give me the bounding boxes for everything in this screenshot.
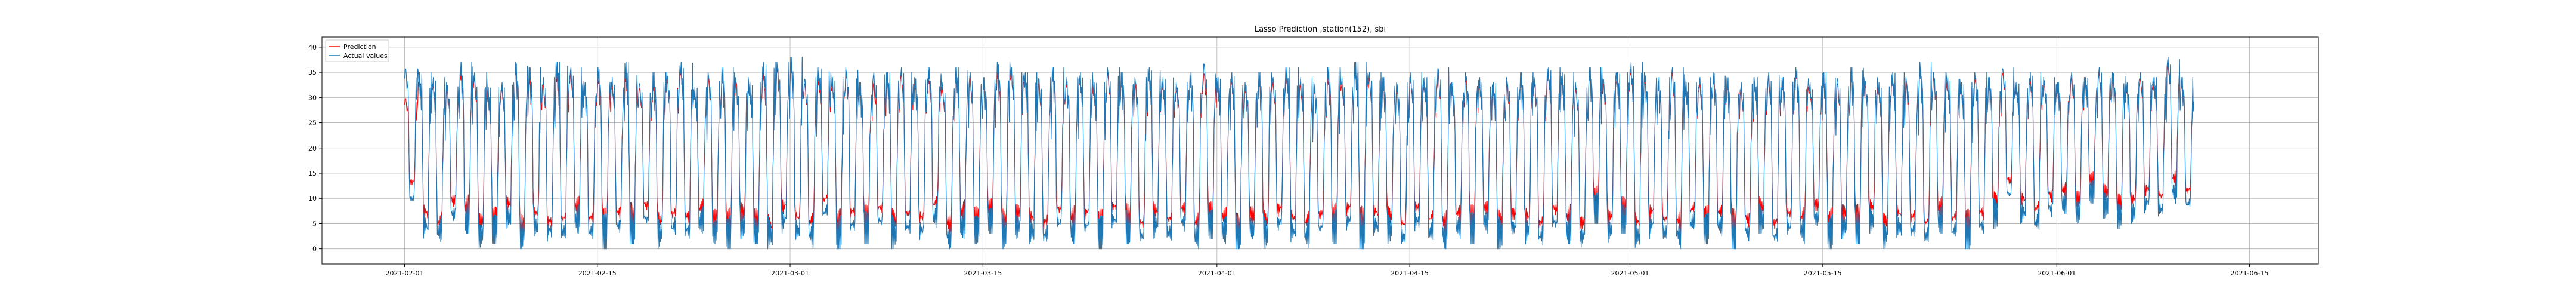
- y-tick-label: 20: [308, 145, 317, 152]
- legend-label: Prediction: [343, 43, 376, 51]
- x-axis-ticks: 2021-02-01 2021-02-15 2021-03-01 2021-03-15…: [386, 264, 2269, 277]
- legend-label: Actual values: [343, 52, 388, 60]
- x-tick-label: 2021-03-15: [964, 269, 1002, 277]
- x-tick-label: 2021-06-01: [2038, 269, 2076, 277]
- y-tick-label: 40: [308, 44, 317, 51]
- plot-area-frame: [321, 36, 2319, 265]
- y-tick-label: 0: [312, 245, 317, 253]
- x-tick-label: 2021-06-15: [2231, 269, 2269, 277]
- x-tick-label: 2021-04-01: [1198, 269, 1236, 277]
- legend-box: [325, 39, 389, 62]
- series-line-actual-values: [404, 57, 2194, 250]
- y-tick-label: 15: [308, 170, 317, 177]
- x-tick-label: 2021-05-15: [1804, 269, 1842, 277]
- x-tick-label: 2021-04-15: [1391, 269, 1429, 277]
- y-tick-label: 35: [308, 69, 317, 76]
- x-tick-label: 2021-03-01: [771, 269, 809, 277]
- y-tick-label: 30: [308, 94, 317, 102]
- y-axis-ticks: 0 5 10 15 20 25 30 35 40: [308, 44, 322, 253]
- x-tick-label: 2021-02-01: [386, 269, 424, 277]
- y-tick-label: 5: [312, 220, 317, 228]
- y-tick-label: 25: [308, 119, 317, 127]
- y-tick-label: 10: [308, 195, 317, 202]
- x-tick-label: 2021-05-01: [1611, 269, 1649, 277]
- chart-title: Lasso Prediction ,station(152), sbi: [1255, 25, 1386, 34]
- series-lines: [404, 57, 2194, 250]
- x-tick-label: 2021-02-15: [578, 269, 617, 277]
